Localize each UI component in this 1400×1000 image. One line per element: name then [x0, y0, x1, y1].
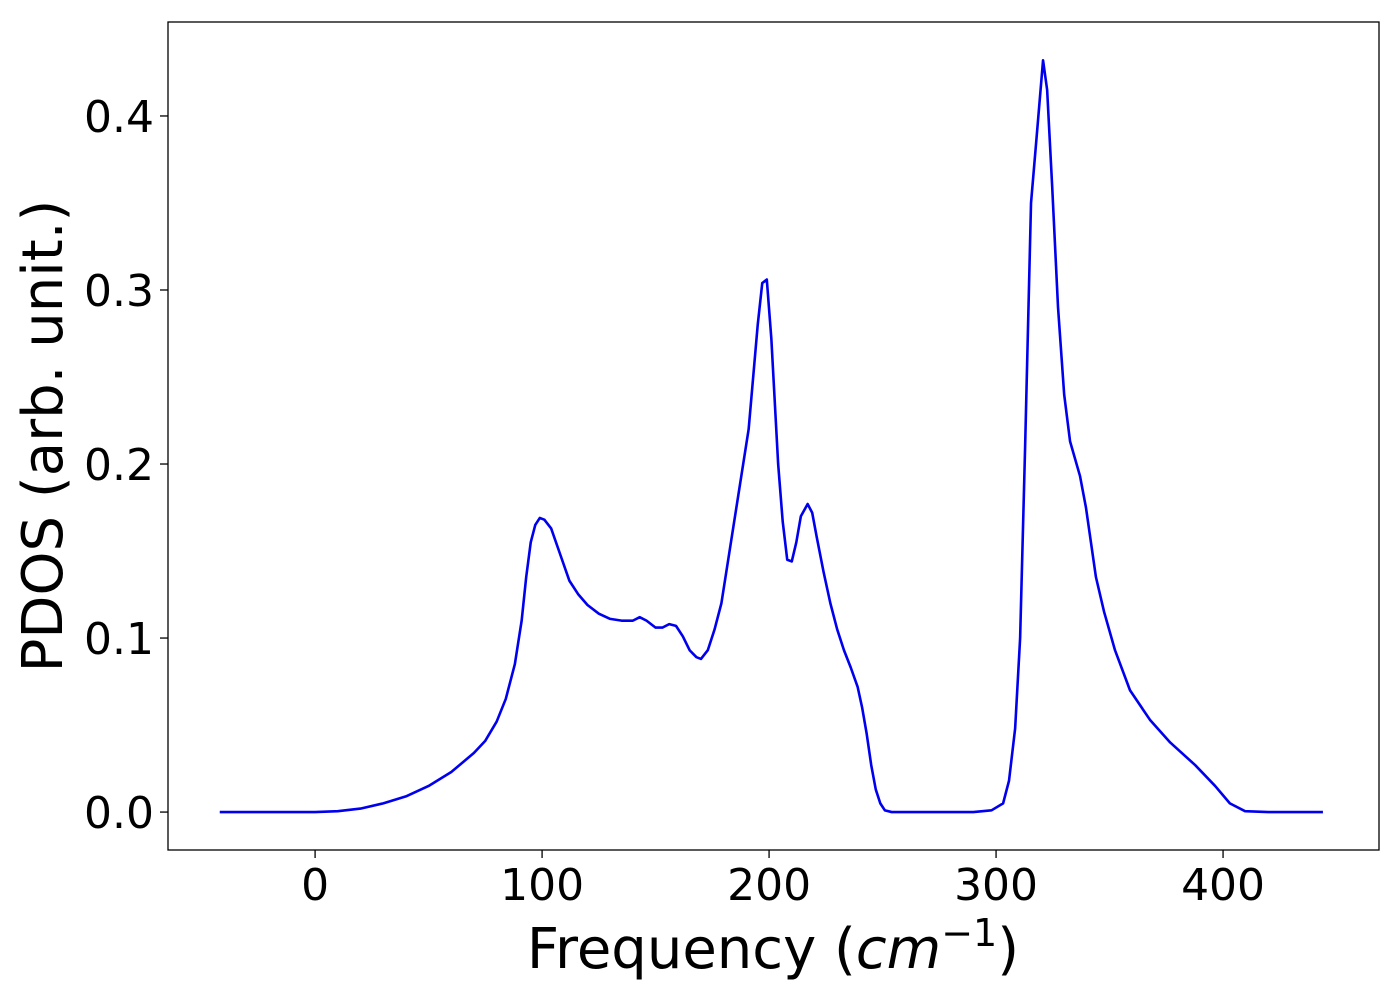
y-tick-label: 0.4: [84, 92, 154, 143]
y-tick-label: 0.2: [84, 440, 154, 491]
x-tick-label: 100: [500, 860, 584, 911]
x-label-close: ): [997, 917, 1019, 982]
plot-frame: [167, 21, 1380, 851]
x-tick-label: 0: [301, 860, 329, 911]
x-axis-label: Frequency (cm−1): [527, 911, 1019, 982]
y-tick-label: 0.3: [84, 266, 154, 317]
x-label-text: Frequency (: [527, 917, 856, 982]
x-tick-label: 200: [727, 860, 811, 911]
x-tick-label: 400: [1181, 860, 1265, 911]
y-tick-label: 0.1: [84, 614, 154, 665]
data-line: [219, 58, 1323, 814]
x-label-math: cm: [856, 917, 941, 982]
x-label-sup: −1: [941, 911, 997, 955]
y-axis-label: PDOS (arb. unit.): [11, 200, 76, 673]
y-tick-label: 0.0: [84, 788, 154, 839]
x-tick-label: 300: [954, 860, 1038, 911]
